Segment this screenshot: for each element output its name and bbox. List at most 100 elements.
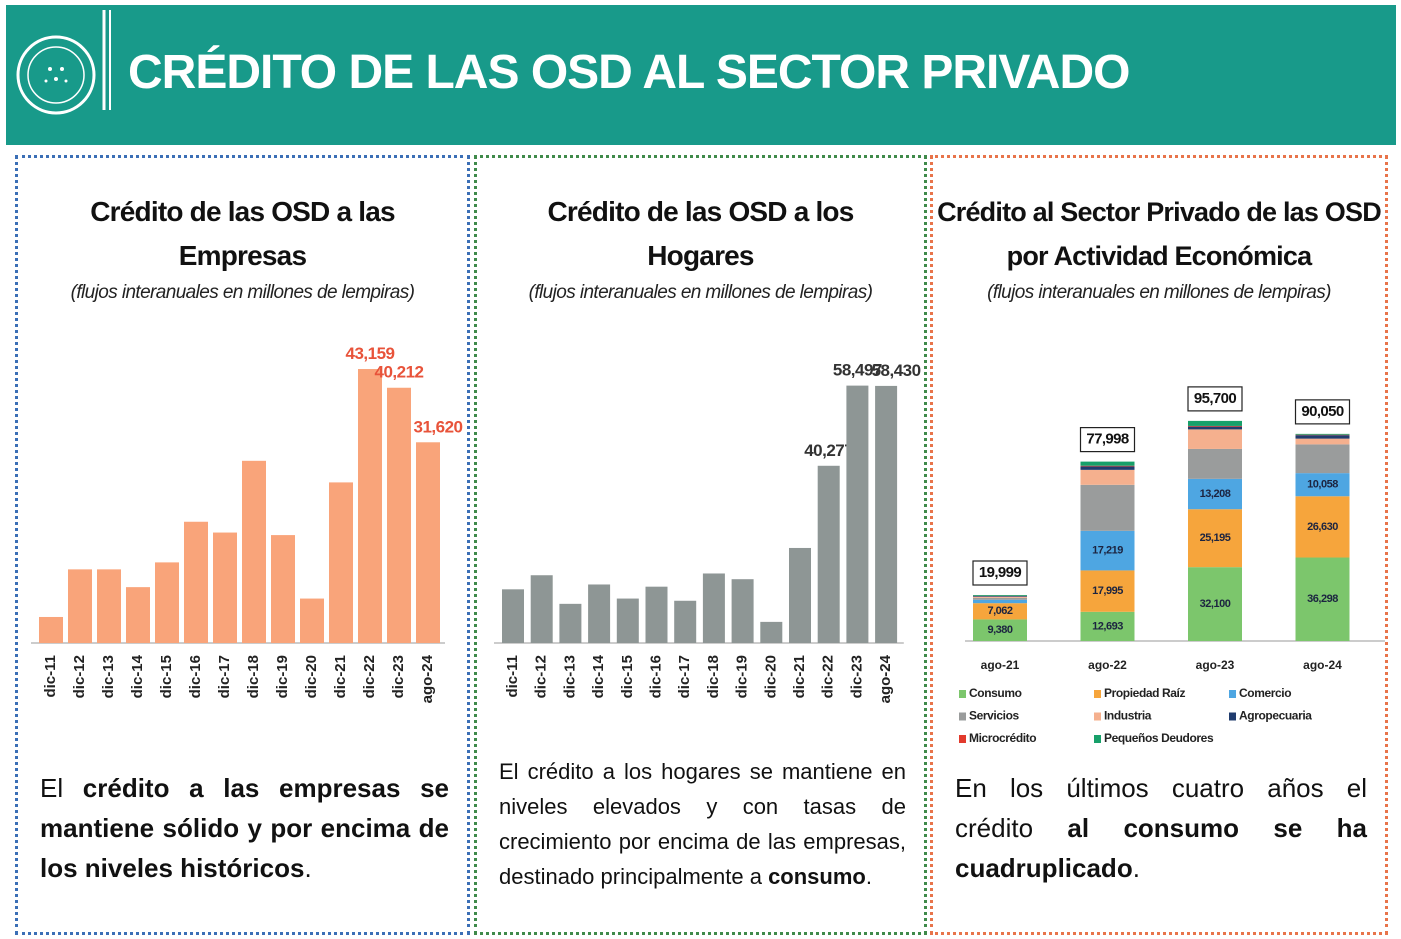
- description-text: .: [1132, 853, 1140, 883]
- x-tick-label: dic-22: [820, 655, 837, 698]
- bar-segment: [1295, 435, 1350, 439]
- value-label: 43,159: [346, 344, 395, 363]
- bar-segment: [1188, 567, 1242, 641]
- bar: [616, 598, 639, 643]
- legend-swatch: [1094, 690, 1101, 698]
- logo: [16, 10, 111, 115]
- description-text: En los últimos cuatro años el crédito: [955, 773, 1367, 843]
- value-label: 40,277: [804, 441, 853, 460]
- total-box: [1079, 427, 1136, 453]
- bar-segment: [973, 597, 1027, 600]
- x-tick-label: dic-17: [676, 655, 693, 698]
- value-label: 17,219: [1092, 545, 1123, 557]
- value-label: 58,497: [833, 361, 882, 380]
- bar: [846, 385, 869, 643]
- bar-segment: [1188, 478, 1242, 510]
- bar-segment: [1080, 570, 1135, 612]
- value-label: 12,693: [1092, 620, 1123, 632]
- panel: Crédito de las OSD a los Hogares (flujos…: [474, 155, 927, 935]
- x-tick-label: dic-13: [561, 655, 578, 698]
- x-tick-label: dic-19: [274, 655, 291, 698]
- x-tick-label: dic-11: [504, 655, 521, 698]
- bar: [530, 575, 553, 643]
- x-tick-label: dic-20: [303, 655, 320, 698]
- total-label: 77,998: [1086, 431, 1129, 448]
- total-box: [972, 560, 1028, 586]
- bar-segment: [973, 596, 1027, 598]
- value-label: 31,620: [414, 417, 463, 436]
- bar: [213, 532, 237, 643]
- legend-label: Agropecuaria: [1239, 709, 1312, 723]
- x-tick-label: dic-19: [734, 655, 751, 698]
- value-label: 26,630: [1307, 521, 1338, 533]
- bar: [702, 573, 725, 643]
- legend-swatch: [1229, 690, 1236, 698]
- bar-segment: [1188, 509, 1242, 568]
- bar: [300, 598, 324, 643]
- x-tick-label: dic-16: [647, 655, 664, 698]
- panel: Crédito de las OSD a las Empresas (flujo…: [15, 155, 470, 935]
- legend-swatch: [959, 735, 966, 743]
- bar-segment: [1295, 473, 1350, 497]
- bar: [68, 569, 92, 643]
- bar: [559, 603, 582, 643]
- bar-segment: [1080, 530, 1135, 571]
- description: En los últimos cuatro años el crédito al…: [955, 768, 1367, 888]
- chart-title: Crédito de las OSD a las Empresas: [90, 196, 395, 271]
- bar-segment: [973, 596, 1027, 597]
- total-box: [1294, 399, 1351, 425]
- x-tick-label: dic-11: [42, 655, 59, 698]
- x-tick-label: ago-24: [1303, 658, 1342, 672]
- bar: [502, 589, 524, 643]
- description: El crédito a los hogares se mantiene en …: [499, 754, 906, 894]
- x-tick-label: dic-21: [791, 655, 808, 698]
- x-tick-label: dic-15: [158, 655, 175, 698]
- bar: [97, 569, 121, 643]
- bar: [760, 621, 783, 643]
- chart-subtitle: (flujos interanuales en millones de lemp…: [528, 282, 873, 303]
- x-tick-label: dic-20: [762, 655, 779, 698]
- bar-segment: [1080, 484, 1135, 531]
- legend-label: Pequeños Deudores: [1104, 731, 1214, 745]
- bar-segment: [1295, 444, 1350, 474]
- chart-title: Crédito de las OSD a los Hogares: [547, 196, 855, 271]
- bar: [875, 385, 898, 643]
- bar-segment: [1295, 433, 1350, 435]
- legend-swatch: [959, 712, 966, 721]
- header: CRÉDITO DE LAS OSD AL SECTOR PRIVADO: [6, 5, 1396, 145]
- total-label: 90,050: [1301, 403, 1344, 420]
- bar: [242, 460, 266, 643]
- bar-segment: [1080, 465, 1135, 467]
- description-text: .: [865, 864, 872, 889]
- description-text: consumo: [768, 864, 866, 889]
- bar: [789, 547, 811, 643]
- value-label: 25,195: [1200, 532, 1231, 544]
- x-tick-label: dic-12: [533, 655, 550, 698]
- bar-segment: [1188, 425, 1242, 427]
- legend-label: Consumo: [969, 686, 1022, 700]
- bar: [588, 584, 611, 643]
- description-text: crédito a las empresas se mantiene sólid…: [40, 773, 450, 883]
- bar-segment: [1188, 429, 1242, 449]
- bar-segment: [1080, 611, 1135, 641]
- bar-segment: [1295, 438, 1350, 445]
- chart: 9,380 7,062 19,999 ago-21 12,693 17,995 17,219…: [959, 386, 1385, 745]
- panel: Crédito al Sector Privado de las OSD por…: [930, 155, 1388, 935]
- value-label: 13,208: [1200, 488, 1231, 500]
- x-tick-label: ago-24: [877, 654, 894, 703]
- total-label: 19,999: [979, 564, 1022, 581]
- bar-segment: [973, 595, 1027, 596]
- x-tick-label: dic-12: [71, 655, 88, 698]
- bar-segment: [1188, 448, 1242, 479]
- x-tick-label: ago-21: [981, 658, 1020, 672]
- bar: [329, 482, 353, 643]
- value-label: 9,380: [987, 624, 1012, 636]
- legend-label: Industria: [1104, 709, 1152, 723]
- legend-swatch: [1094, 735, 1101, 743]
- bar: [184, 521, 208, 643]
- chart: dic-11 dic-12 dic-13 dic-14 dic-15 dic-16 dic-…: [31, 344, 463, 703]
- bar-segment: [973, 599, 1027, 604]
- x-tick-label: dic-16: [187, 655, 204, 698]
- description-text: .: [304, 853, 312, 883]
